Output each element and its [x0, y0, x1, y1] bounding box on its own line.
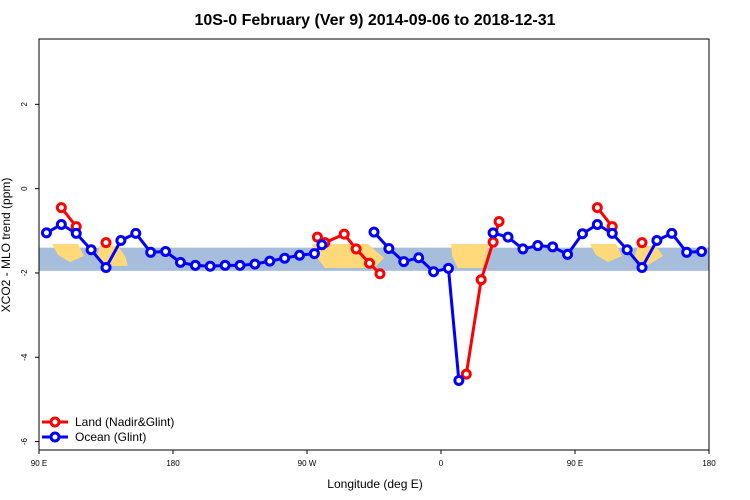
land-legend-marker	[49, 416, 61, 428]
x-tick-label: 90 E	[567, 459, 583, 468]
ocean-data-point	[576, 228, 588, 240]
ocean-data-point	[249, 258, 261, 270]
ocean-data-point	[562, 248, 574, 260]
ocean-data-point	[651, 234, 663, 246]
ocean-data-point	[398, 256, 410, 268]
ocean-legend-label: Ocean (Glint)	[75, 430, 146, 444]
x-tick-label: 90 W	[298, 459, 317, 468]
x-axis-label: Longitude (deg E)	[327, 477, 422, 491]
ocean-data-point	[294, 249, 306, 261]
y-tick-label: -6	[20, 437, 29, 445]
ocean-data-point	[517, 243, 529, 255]
ocean-data-point	[174, 256, 186, 268]
ocean-data-point	[606, 227, 618, 239]
land-data-point	[100, 237, 112, 249]
land-data-point	[487, 236, 499, 248]
land-shape	[590, 244, 622, 262]
ocean-data-point	[696, 245, 708, 257]
ocean-data-point	[428, 266, 440, 278]
legend: Land (Nadir&Glint)Ocean (Glint)	[42, 415, 174, 444]
ocean-data-point	[442, 262, 454, 274]
ocean-data-point	[279, 252, 291, 264]
ocean-data-point	[502, 231, 514, 243]
ocean-data-point	[219, 259, 231, 271]
ocean-data-point	[234, 259, 246, 271]
ocean-data-point	[55, 218, 67, 230]
ocean-data-point	[70, 227, 82, 239]
land-data-point	[55, 202, 67, 214]
ocean-data-point	[487, 227, 499, 239]
land-data-point	[591, 202, 603, 214]
x-tick-label: 180	[166, 459, 180, 468]
ocean-data-point	[308, 248, 320, 260]
ocean-data-point	[316, 239, 328, 251]
ocean-data-point	[40, 227, 52, 239]
chart-title: 10S-0 February (Ver 9) 2014-09-06 to 201…	[194, 12, 555, 29]
land-data-point	[636, 237, 648, 249]
ocean-data-point	[621, 244, 633, 256]
land-data-point	[374, 268, 386, 280]
ocean-data-point	[547, 241, 559, 253]
ocean-data-point	[264, 255, 276, 267]
land-data-point	[475, 274, 487, 286]
x-tick-label: 90 E	[31, 459, 47, 468]
y-tick-label: -4	[20, 353, 29, 361]
ocean-data-point	[204, 260, 216, 272]
x-tick-label: 180	[702, 459, 716, 468]
land-legend-label: Land (Nadir&Glint)	[75, 415, 174, 429]
y-tick-label: 0	[20, 186, 29, 191]
land-shape	[110, 256, 128, 266]
ocean-data-point	[453, 374, 465, 386]
land-shape	[52, 244, 84, 262]
ocean-data-point	[681, 246, 693, 258]
y-tick-label: 2	[20, 102, 29, 107]
land-data-point	[311, 231, 323, 243]
plot-frame	[38, 38, 710, 451]
ocean-data-point	[145, 246, 157, 258]
x-axis: 90 E 180 90 W 0 90 E 180	[31, 450, 716, 468]
land-data-point	[364, 257, 376, 269]
y-axis-label: XCO2 - MLO trend (ppm)	[0, 178, 13, 313]
series-points	[40, 202, 708, 386]
ocean-data-point	[115, 234, 127, 246]
ocean-legend-marker	[49, 431, 61, 443]
ocean-data-point	[591, 218, 603, 230]
ocean-data-point	[85, 244, 97, 256]
land-shape	[451, 244, 488, 268]
land-data-point	[493, 216, 505, 228]
land-data-point	[460, 368, 472, 380]
ocean-data-point	[368, 226, 380, 238]
ocean-data-point	[413, 252, 425, 264]
ocean-data-point	[666, 227, 678, 239]
ocean-data-point	[160, 245, 172, 257]
land-shape	[96, 246, 125, 266]
ocean-data-point	[189, 259, 201, 271]
ocean-data-point	[130, 227, 142, 239]
y-axis: 2 0 -2 -4 -6	[20, 102, 39, 445]
y-tick-label: -2	[20, 269, 29, 277]
x-tick-label: 0	[439, 459, 444, 468]
land-data-point	[350, 243, 362, 255]
ocean-data-point	[383, 243, 395, 255]
ocean-data-point	[532, 240, 544, 252]
ocean-data-point	[636, 261, 648, 273]
land-data-point	[338, 228, 350, 240]
ocean-data-point	[100, 261, 112, 273]
